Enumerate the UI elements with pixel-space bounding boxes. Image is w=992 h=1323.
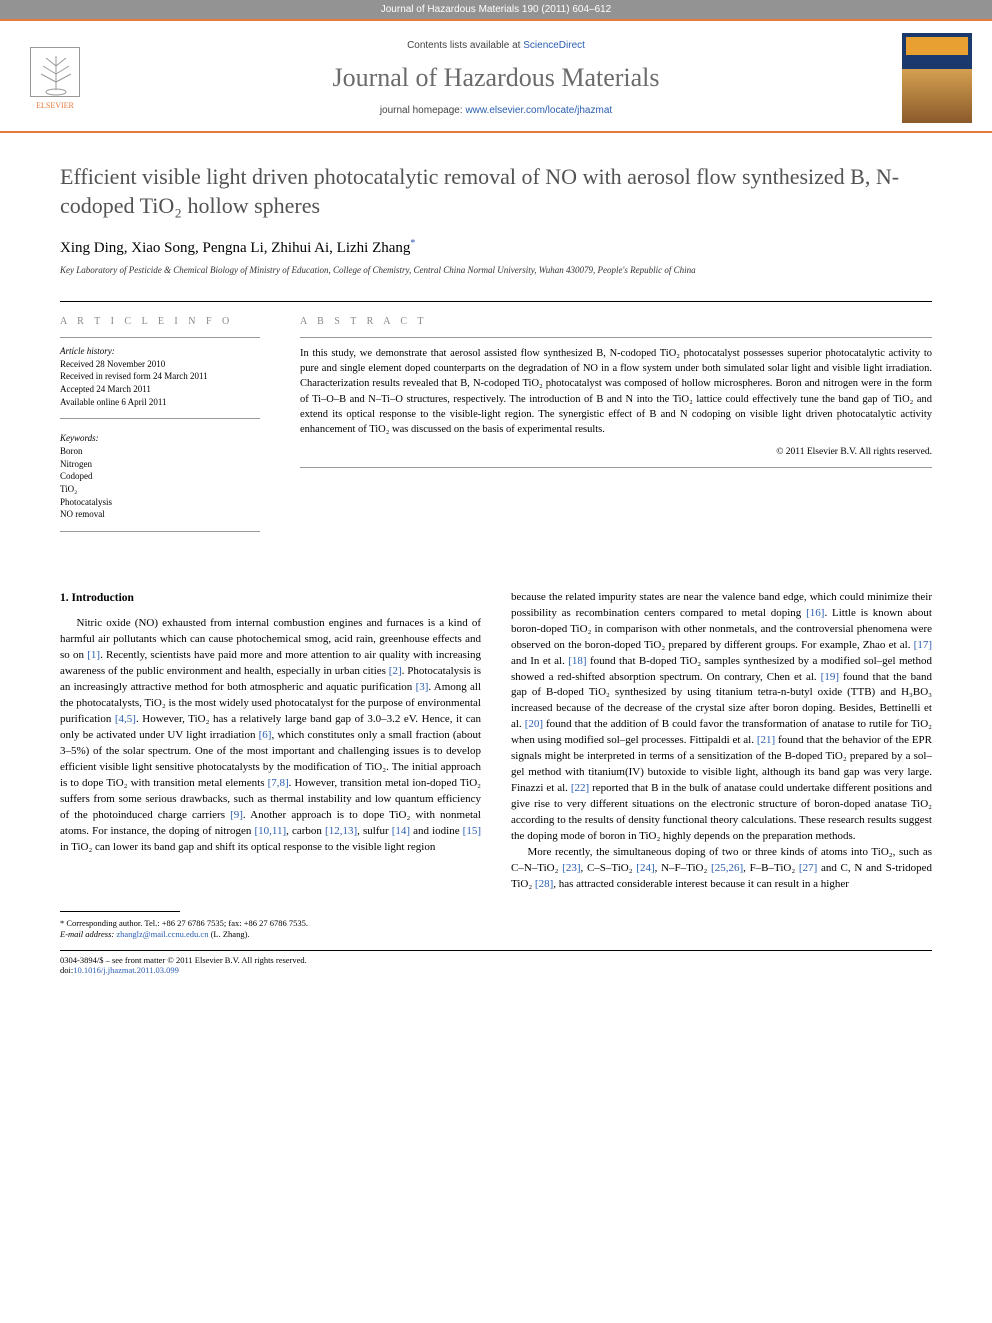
history-revised: Received in revised form 24 March 2011 bbox=[60, 370, 260, 383]
citation-bar: Journal of Hazardous Materials 190 (2011… bbox=[0, 0, 992, 19]
corresponding-author-footnote: * Corresponding author. Tel.: +86 27 678… bbox=[60, 918, 932, 929]
abstract-text: In this study, we demonstrate that aeros… bbox=[300, 346, 932, 437]
masthead: ELSEVIER Contents lists available at Sci… bbox=[0, 21, 992, 131]
publisher-name: ELSEVIER bbox=[36, 101, 74, 110]
authors-names: Xing Ding, Xiao Song, Pengna Li, Zhihui … bbox=[60, 240, 410, 256]
doi-line: doi:10.1016/j.jhazmat.2011.03.099 bbox=[60, 965, 307, 975]
citation-text: Journal of Hazardous Materials 190 (2011… bbox=[381, 4, 612, 15]
email-name: (L. Zhang). bbox=[208, 929, 249, 939]
keyword: Photocatalysis bbox=[60, 496, 260, 509]
journal-name: Journal of Hazardous Materials bbox=[90, 63, 902, 93]
keywords-head: Keywords: bbox=[60, 433, 260, 443]
email-link[interactable]: zhanglz@mail.ccnu.edu.cn bbox=[116, 929, 208, 939]
column-right: because the related impurity states are … bbox=[511, 590, 932, 893]
footnote-divider bbox=[60, 911, 180, 912]
elsevier-tree-icon bbox=[30, 47, 80, 97]
authors-line: Xing Ding, Xiao Song, Pengna Li, Zhihui … bbox=[60, 238, 932, 257]
abstract-divider bbox=[300, 337, 932, 338]
email-footnote: E-mail address: zhanglz@mail.ccnu.edu.cn… bbox=[60, 929, 932, 940]
abstract-block: A B S T R A C T In this study, we demons… bbox=[300, 316, 932, 540]
keyword: TiO₂ bbox=[60, 483, 260, 496]
section-1-head: 1. Introduction bbox=[60, 590, 481, 607]
front-matter-line: 0304-3894/$ – see front matter © 2011 El… bbox=[60, 955, 307, 965]
keyword: NO removal bbox=[60, 508, 260, 521]
keywords-block: Keywords: Boron Nitrogen Codoped TiO₂ Ph… bbox=[60, 433, 260, 521]
column-left: 1. Introduction Nitric oxide (NO) exhaus… bbox=[60, 590, 481, 893]
info-divider-1 bbox=[60, 337, 260, 338]
footnote-block: * Corresponding author. Tel.: +86 27 678… bbox=[0, 903, 992, 950]
elsevier-logo: ELSEVIER bbox=[20, 38, 90, 118]
history-received: Received 28 November 2010 bbox=[60, 358, 260, 371]
abstract-divider-2 bbox=[300, 467, 932, 468]
title-block: Efficient visible light driven photocata… bbox=[0, 133, 992, 287]
affiliation: Key Laboratory of Pesticide & Chemical B… bbox=[60, 265, 932, 277]
body-columns: 1. Introduction Nitric oxide (NO) exhaus… bbox=[0, 560, 992, 903]
keyword: Codoped bbox=[60, 470, 260, 483]
info-divider-2 bbox=[60, 418, 260, 419]
journal-cover-thumbnail bbox=[902, 33, 972, 123]
corresponding-mark[interactable]: * bbox=[410, 238, 415, 249]
info-divider-3 bbox=[60, 531, 260, 532]
keyword: Nitrogen bbox=[60, 458, 260, 471]
email-label: E-mail address: bbox=[60, 929, 116, 939]
keyword: Boron bbox=[60, 445, 260, 458]
footer-left: 0304-3894/$ – see front matter © 2011 El… bbox=[60, 955, 307, 975]
history-online: Available online 6 April 2011 bbox=[60, 396, 260, 409]
page-footer: 0304-3894/$ – see front matter © 2011 El… bbox=[0, 951, 992, 995]
contents-line: Contents lists available at ScienceDirec… bbox=[90, 40, 902, 51]
homepage-link[interactable]: www.elsevier.com/locate/jhazmat bbox=[465, 105, 612, 116]
doi-prefix: doi: bbox=[60, 965, 73, 975]
doi-link[interactable]: 10.1016/j.jhazmat.2011.03.099 bbox=[73, 965, 179, 975]
body-paragraph: Nitric oxide (NO) exhausted from interna… bbox=[60, 616, 481, 855]
abstract-copyright: © 2011 Elsevier B.V. All rights reserved… bbox=[300, 447, 932, 457]
homepage-prefix: journal homepage: bbox=[380, 105, 466, 116]
paper-title: Efficient visible light driven photocata… bbox=[60, 163, 932, 220]
abstract-head: A B S T R A C T bbox=[300, 316, 932, 327]
history-accepted: Accepted 24 March 2011 bbox=[60, 383, 260, 396]
body-paragraph: More recently, the simultaneous doping o… bbox=[511, 845, 932, 893]
article-info-head: A R T I C L E I N F O bbox=[60, 316, 260, 327]
article-info: A R T I C L E I N F O Article history: R… bbox=[60, 316, 260, 540]
sciencedirect-link[interactable]: ScienceDirect bbox=[523, 40, 585, 51]
masthead-center: Contents lists available at ScienceDirec… bbox=[90, 40, 902, 116]
contents-prefix: Contents lists available at bbox=[407, 40, 523, 51]
info-abstract-row: A R T I C L E I N F O Article history: R… bbox=[0, 302, 992, 560]
history-head: Article history: bbox=[60, 346, 260, 356]
homepage-line: journal homepage: www.elsevier.com/locat… bbox=[90, 105, 902, 116]
body-paragraph: because the related impurity states are … bbox=[511, 590, 932, 845]
